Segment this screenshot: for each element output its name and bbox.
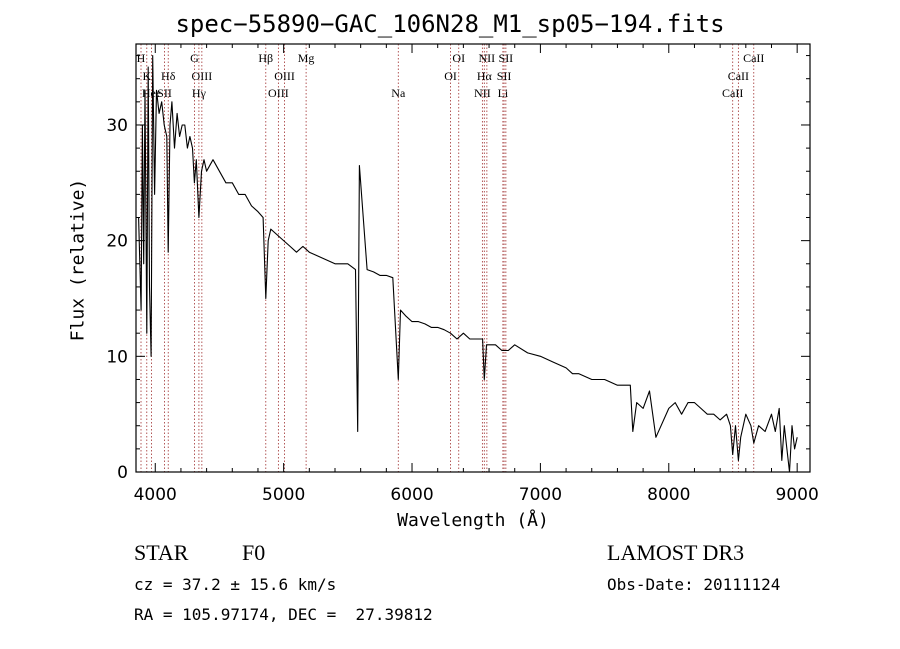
x-tick-label-3: 7000 bbox=[519, 485, 562, 505]
line-label-13: OI bbox=[452, 51, 465, 65]
y-tick-label-0: 0 bbox=[117, 463, 128, 483]
line-label-15: NII bbox=[479, 51, 496, 65]
line-labels: HK HδHeεSIIGOIIIHγHβOIIIOIIIMgNaOIOINIIHα… bbox=[137, 51, 765, 100]
line-label-9: OIII bbox=[274, 69, 295, 83]
line-label-2: Hδ bbox=[161, 69, 176, 83]
line-label-11: Mg bbox=[298, 51, 315, 65]
plot-frame bbox=[135, 43, 811, 473]
x-tick-label-2: 6000 bbox=[390, 485, 433, 505]
line-label-20: Li bbox=[498, 86, 509, 100]
line-label-8: Hβ bbox=[258, 51, 273, 65]
spectrum-line bbox=[138, 55, 798, 473]
redshift-cz: cz = 37.2 ± 15.6 km/s bbox=[134, 575, 337, 594]
chart-title: spec−55890−GAC_106N28_M1_sp05−194.fits bbox=[175, 10, 725, 38]
line-label-23: CaII bbox=[722, 86, 743, 100]
object-subclass: F0 bbox=[242, 540, 266, 565]
spectral-line-markers bbox=[140, 44, 755, 472]
survey-name: LAMOST DR3 bbox=[607, 540, 745, 565]
spectrum-trace bbox=[138, 55, 798, 473]
coordinates: RA = 105.97174, DEC = 27.39812 bbox=[134, 605, 433, 624]
x-axis-label: Wavelength (Å) bbox=[397, 510, 549, 531]
axis-ticks: 4000 5000 6000 7000 8000 9000 0 10 20 30 bbox=[106, 44, 819, 505]
line-label-21: CaII bbox=[743, 51, 764, 65]
line-label-19: SII bbox=[497, 69, 512, 83]
line-label-12: Na bbox=[391, 86, 406, 100]
line-label-1: K bbox=[142, 69, 151, 83]
y-tick-label-2: 20 bbox=[106, 232, 128, 252]
line-label-0: H bbox=[137, 51, 146, 65]
line-label-14: OI bbox=[444, 69, 457, 83]
line-label-16: Hα bbox=[477, 69, 493, 83]
obs-date: Obs-Date: 20111124 bbox=[607, 575, 781, 594]
x-tick-label-4: 8000 bbox=[647, 485, 690, 505]
line-label-10: OIII bbox=[268, 86, 289, 100]
line-label-4: SII bbox=[157, 86, 172, 100]
line-label-18: SII bbox=[499, 51, 514, 65]
line-label-3: Heε bbox=[142, 86, 161, 100]
line-label-6: OIII bbox=[192, 69, 213, 83]
line-label-5: G bbox=[190, 51, 199, 65]
x-tick-label-5: 9000 bbox=[776, 485, 819, 505]
y-tick-label-1: 10 bbox=[106, 347, 128, 367]
y-tick-label-3: 30 bbox=[106, 116, 128, 136]
line-label-7: Hγ bbox=[192, 86, 207, 100]
y-axis-label: Flux (relative) bbox=[67, 178, 89, 342]
line-label-17: NII bbox=[474, 86, 491, 100]
x-tick-label-0: 4000 bbox=[134, 485, 177, 505]
object-class: STAR bbox=[134, 540, 189, 565]
line-label-22: CaII bbox=[728, 69, 749, 83]
x-tick-label-1: 5000 bbox=[262, 485, 305, 505]
